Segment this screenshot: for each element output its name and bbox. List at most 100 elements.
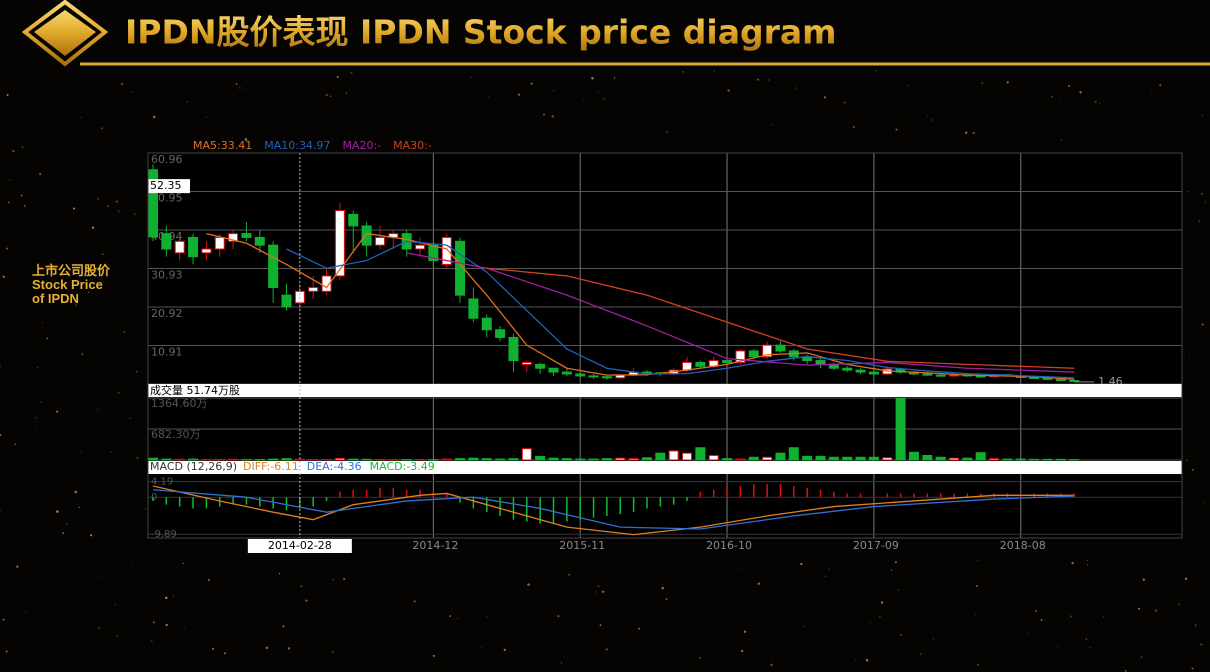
speckle <box>79 117 81 119</box>
indicator-line <box>152 489 1075 530</box>
volume-bar <box>895 397 906 461</box>
speckle <box>205 116 207 118</box>
candle-body <box>241 233 252 238</box>
speckle <box>78 506 81 509</box>
speckle <box>120 83 124 86</box>
speckle <box>253 614 255 616</box>
speckle <box>278 572 281 575</box>
volume-bar <box>935 456 946 461</box>
speckle <box>1087 564 1089 566</box>
legend-entry: MA5:33.41 <box>193 139 252 152</box>
speckle <box>109 451 112 453</box>
speckle <box>597 585 600 588</box>
speckle <box>977 559 979 562</box>
speckle <box>1186 459 1188 462</box>
speckle <box>39 400 43 404</box>
candle-body <box>228 233 239 242</box>
volume-bar <box>695 447 706 461</box>
volume-bar <box>908 451 919 461</box>
candle-body <box>281 294 292 308</box>
candle-body <box>334 210 345 277</box>
candle-body <box>815 360 826 365</box>
speckle <box>75 304 78 306</box>
speckle <box>329 95 332 97</box>
speckle <box>485 615 488 618</box>
speckle <box>1203 92 1205 93</box>
volume-bar <box>775 452 786 461</box>
speckle <box>90 534 93 537</box>
candle-body <box>695 361 706 367</box>
speckle <box>828 568 830 570</box>
side-label: 上市公司股价 Stock Price of IPDN <box>32 264 124 306</box>
speckle <box>39 172 42 176</box>
volume-bar <box>575 458 586 461</box>
speckle <box>602 590 605 593</box>
speckle <box>878 615 881 618</box>
speckle <box>969 563 970 565</box>
speckle <box>503 648 506 651</box>
speckle <box>897 589 899 591</box>
candle-body <box>775 344 786 352</box>
speckle <box>869 621 872 624</box>
speckle <box>101 127 103 129</box>
speckle <box>1138 607 1141 610</box>
speckle <box>70 380 72 381</box>
volume-bar <box>588 458 599 461</box>
y-tick-label: 4.19 <box>151 477 173 488</box>
volume-bar <box>268 458 279 461</box>
volume-bar <box>842 456 853 461</box>
speckle <box>186 101 189 103</box>
volume-bar <box>882 457 893 461</box>
speckle <box>964 131 968 134</box>
volume-bar <box>788 447 799 461</box>
candle-body <box>855 369 866 373</box>
speckle <box>1051 95 1054 98</box>
speckle <box>74 490 77 494</box>
speckle <box>432 654 435 657</box>
candle-body <box>748 350 759 358</box>
speckle <box>118 210 120 213</box>
speckle <box>1061 139 1063 141</box>
speckle <box>116 635 119 637</box>
speckle <box>1189 356 1191 358</box>
speckle <box>1067 85 1070 88</box>
volume-bar <box>161 458 172 461</box>
speckle <box>183 626 186 628</box>
speckle <box>837 610 839 611</box>
speckle <box>895 128 898 131</box>
cursor-price-box <box>148 179 190 194</box>
speckle <box>61 541 63 543</box>
volume-bar <box>441 458 452 461</box>
speckle <box>169 582 171 584</box>
volume-bar <box>521 448 532 461</box>
volume-bar <box>455 458 466 461</box>
speckle <box>480 646 482 648</box>
volume-bar <box>628 458 639 461</box>
speckle <box>638 627 641 630</box>
y-tick-label: 10.91 <box>151 346 183 359</box>
speckle <box>976 664 979 666</box>
speckle <box>265 646 269 649</box>
volume-bar <box>508 458 519 461</box>
speckle <box>165 623 168 627</box>
speckle <box>130 90 133 94</box>
speckle <box>123 330 126 333</box>
candle-body <box>601 376 612 379</box>
volume-bar <box>868 456 879 461</box>
speckle <box>1086 560 1088 562</box>
speckle <box>1034 609 1037 612</box>
volume-bar <box>855 456 866 461</box>
candle-body <box>308 286 319 292</box>
speckle <box>24 611 26 613</box>
volume-bar <box>641 457 652 461</box>
speckle <box>770 663 773 666</box>
legend-entry: MA20:- <box>342 139 381 152</box>
volume-bar <box>1029 458 1040 461</box>
speckle <box>713 70 715 72</box>
volume-bar <box>348 458 359 461</box>
speckle <box>557 615 560 618</box>
speckle <box>1140 656 1143 659</box>
speckle <box>115 200 119 203</box>
speckle <box>36 367 39 369</box>
volume-bar <box>281 458 292 461</box>
